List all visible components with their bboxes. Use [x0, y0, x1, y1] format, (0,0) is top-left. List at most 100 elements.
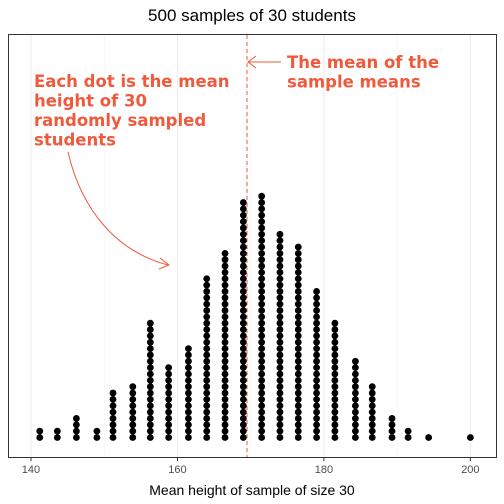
annotation-mean-line: sample means: [287, 73, 421, 92]
dot: [313, 383, 320, 391]
dot: [258, 281, 266, 289]
dot: [331, 389, 339, 397]
dot: [239, 237, 247, 245]
dot: [294, 345, 302, 352]
dot: [258, 199, 266, 206]
dot: [331, 434, 339, 441]
dot: [331, 383, 339, 391]
dot: [258, 345, 266, 352]
dot: [276, 243, 284, 251]
dot: [313, 364, 320, 372]
dot: [294, 275, 302, 283]
dot: [331, 319, 339, 327]
dot: [258, 364, 266, 372]
dot: [203, 351, 211, 359]
dot: [313, 402, 320, 410]
dot: [276, 434, 284, 441]
dot: [221, 396, 229, 403]
dot: [239, 224, 247, 232]
dot: [221, 275, 229, 283]
dot: [146, 408, 154, 416]
dot: [368, 415, 376, 422]
dot: [276, 307, 284, 314]
dot: [331, 370, 339, 378]
dot: [276, 256, 284, 264]
dot: [239, 357, 247, 365]
dot: [146, 427, 154, 435]
dot: [294, 313, 302, 321]
dot: [276, 421, 284, 429]
x-tick-label: 160: [168, 464, 186, 476]
dot: [368, 421, 376, 429]
dot: [203, 389, 211, 397]
dot: [276, 370, 284, 378]
annotation-arrow-head: [158, 257, 170, 270]
dot: [313, 300, 320, 308]
dot: [276, 383, 284, 391]
dot: [258, 275, 266, 283]
dot: [276, 281, 284, 289]
dot: [203, 415, 211, 422]
dot: [258, 396, 266, 403]
dot: [203, 332, 211, 340]
dot: [276, 415, 284, 422]
dot: [221, 408, 229, 416]
dot: [93, 427, 101, 435]
dot: [129, 389, 137, 397]
dot: [276, 338, 284, 346]
dot: [351, 383, 359, 391]
dot: [239, 281, 247, 289]
dot: [185, 421, 192, 429]
dot: [239, 256, 247, 264]
dot: [221, 256, 229, 264]
dot: [221, 389, 229, 397]
dot: [129, 402, 137, 410]
dot: [129, 383, 137, 391]
dot: [331, 408, 339, 416]
dot: [239, 294, 247, 302]
dot: [276, 345, 284, 352]
dot: [258, 421, 266, 429]
dot: [313, 288, 320, 295]
dot: [276, 389, 284, 397]
dot: [221, 294, 229, 302]
dot: [294, 351, 302, 359]
dot: [146, 319, 154, 327]
dot: [294, 300, 302, 308]
dot: [258, 256, 266, 264]
dot: [239, 364, 247, 372]
dot: [146, 376, 154, 384]
dot: [165, 396, 173, 403]
dot: [239, 338, 247, 346]
dot: [294, 408, 302, 416]
dot: [129, 415, 137, 422]
dot: [72, 434, 80, 441]
dot: [53, 434, 61, 441]
dot: [258, 338, 266, 346]
dot: [129, 408, 137, 416]
dot: [203, 345, 211, 352]
dot: [294, 415, 302, 422]
dot: [276, 300, 284, 308]
dot: [36, 427, 44, 435]
dot: [313, 415, 320, 422]
dot: [109, 408, 117, 416]
dot: [239, 326, 247, 333]
dot: [203, 383, 211, 391]
dot: [221, 332, 229, 340]
dot: [239, 402, 247, 410]
dot: [72, 427, 80, 435]
dot: [294, 243, 302, 251]
dot: [146, 345, 154, 352]
dot: [294, 338, 302, 346]
dot: [351, 415, 359, 422]
dot: [351, 376, 359, 384]
dot: [185, 408, 192, 416]
dot: [258, 376, 266, 384]
dot: [203, 294, 211, 302]
dot: [185, 357, 192, 365]
dot: [239, 218, 247, 226]
dot: [239, 307, 247, 314]
dot: [185, 364, 192, 372]
dot: [239, 434, 247, 441]
